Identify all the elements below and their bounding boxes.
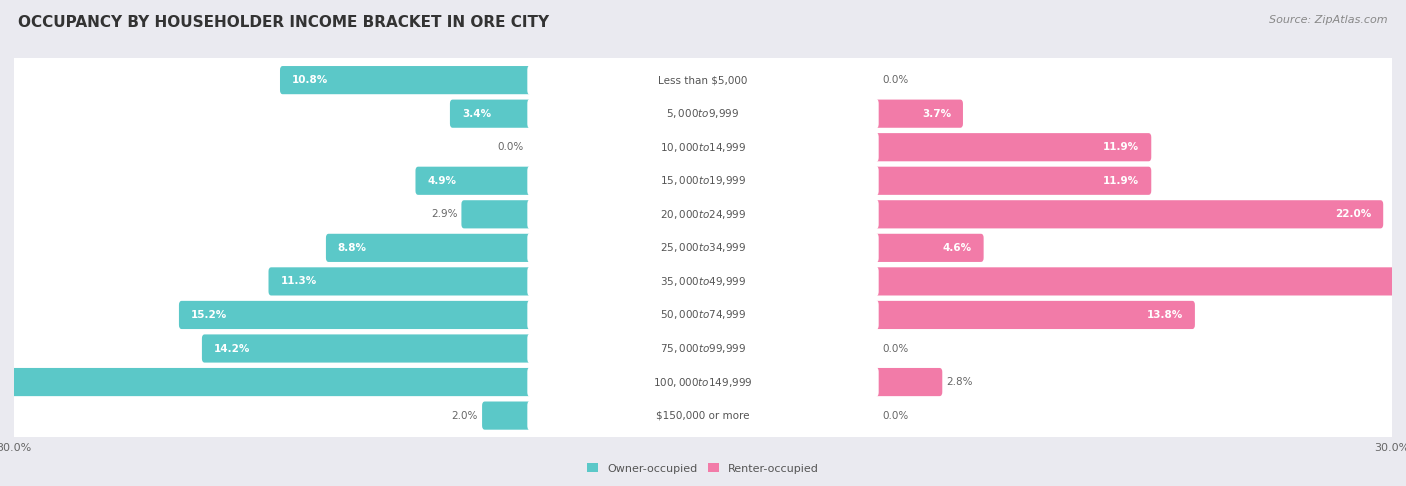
FancyBboxPatch shape <box>873 234 984 262</box>
Text: 3.7%: 3.7% <box>922 109 950 119</box>
Text: 11.9%: 11.9% <box>1104 176 1139 186</box>
Text: $150,000 or more: $150,000 or more <box>657 411 749 420</box>
FancyBboxPatch shape <box>873 200 1384 228</box>
Text: 11.3%: 11.3% <box>280 277 316 286</box>
Legend: Owner-occupied, Renter-occupied: Owner-occupied, Renter-occupied <box>586 464 820 473</box>
FancyBboxPatch shape <box>527 132 879 162</box>
FancyBboxPatch shape <box>326 234 533 262</box>
Text: 15.2%: 15.2% <box>191 310 228 320</box>
Text: 0.0%: 0.0% <box>882 344 908 353</box>
Text: 14.2%: 14.2% <box>214 344 250 353</box>
Text: 0.0%: 0.0% <box>498 142 524 152</box>
FancyBboxPatch shape <box>10 357 1396 408</box>
Text: $100,000 to $149,999: $100,000 to $149,999 <box>654 376 752 388</box>
Text: Less than $5,000: Less than $5,000 <box>658 75 748 85</box>
Text: $25,000 to $34,999: $25,000 to $34,999 <box>659 242 747 254</box>
FancyBboxPatch shape <box>10 155 1396 206</box>
FancyBboxPatch shape <box>10 189 1396 240</box>
FancyBboxPatch shape <box>10 88 1396 139</box>
FancyBboxPatch shape <box>527 400 879 431</box>
FancyBboxPatch shape <box>527 65 879 95</box>
FancyBboxPatch shape <box>527 300 879 330</box>
FancyBboxPatch shape <box>10 390 1396 441</box>
FancyBboxPatch shape <box>179 301 533 329</box>
FancyBboxPatch shape <box>450 100 533 128</box>
Text: $5,000 to $9,999: $5,000 to $9,999 <box>666 107 740 120</box>
FancyBboxPatch shape <box>269 267 533 295</box>
Text: $10,000 to $14,999: $10,000 to $14,999 <box>659 141 747 154</box>
FancyBboxPatch shape <box>0 368 533 396</box>
Text: 10.8%: 10.8% <box>292 75 328 85</box>
Text: 4.6%: 4.6% <box>942 243 972 253</box>
Text: 4.9%: 4.9% <box>427 176 457 186</box>
Text: $50,000 to $74,999: $50,000 to $74,999 <box>659 309 747 321</box>
FancyBboxPatch shape <box>10 54 1396 105</box>
Text: $15,000 to $19,999: $15,000 to $19,999 <box>659 174 747 187</box>
FancyBboxPatch shape <box>873 368 942 396</box>
Text: 3.4%: 3.4% <box>461 109 491 119</box>
FancyBboxPatch shape <box>10 122 1396 173</box>
FancyBboxPatch shape <box>10 256 1396 307</box>
FancyBboxPatch shape <box>461 200 533 228</box>
Text: OCCUPANCY BY HOUSEHOLDER INCOME BRACKET IN ORE CITY: OCCUPANCY BY HOUSEHOLDER INCOME BRACKET … <box>18 15 550 30</box>
FancyBboxPatch shape <box>527 233 879 263</box>
FancyBboxPatch shape <box>527 333 879 364</box>
FancyBboxPatch shape <box>10 290 1396 341</box>
FancyBboxPatch shape <box>202 334 533 363</box>
Text: Source: ZipAtlas.com: Source: ZipAtlas.com <box>1270 15 1388 25</box>
Text: 2.8%: 2.8% <box>946 377 973 387</box>
FancyBboxPatch shape <box>527 367 879 397</box>
Text: 13.8%: 13.8% <box>1147 310 1182 320</box>
Text: 0.0%: 0.0% <box>882 75 908 85</box>
FancyBboxPatch shape <box>873 100 963 128</box>
FancyBboxPatch shape <box>873 133 1152 161</box>
FancyBboxPatch shape <box>873 167 1152 195</box>
FancyBboxPatch shape <box>527 199 879 229</box>
FancyBboxPatch shape <box>416 167 533 195</box>
FancyBboxPatch shape <box>527 99 879 129</box>
Text: 2.9%: 2.9% <box>430 209 457 219</box>
Text: 2.0%: 2.0% <box>451 411 478 420</box>
Text: $35,000 to $49,999: $35,000 to $49,999 <box>659 275 747 288</box>
FancyBboxPatch shape <box>873 267 1406 295</box>
Text: $75,000 to $99,999: $75,000 to $99,999 <box>659 342 747 355</box>
FancyBboxPatch shape <box>10 223 1396 273</box>
Text: 8.8%: 8.8% <box>337 243 367 253</box>
FancyBboxPatch shape <box>873 301 1195 329</box>
Text: 11.9%: 11.9% <box>1104 142 1139 152</box>
FancyBboxPatch shape <box>280 66 533 94</box>
FancyBboxPatch shape <box>482 401 533 430</box>
FancyBboxPatch shape <box>10 323 1396 374</box>
FancyBboxPatch shape <box>527 266 879 296</box>
Text: 22.0%: 22.0% <box>1336 209 1371 219</box>
Text: 0.0%: 0.0% <box>882 411 908 420</box>
Text: $20,000 to $24,999: $20,000 to $24,999 <box>659 208 747 221</box>
FancyBboxPatch shape <box>527 166 879 196</box>
